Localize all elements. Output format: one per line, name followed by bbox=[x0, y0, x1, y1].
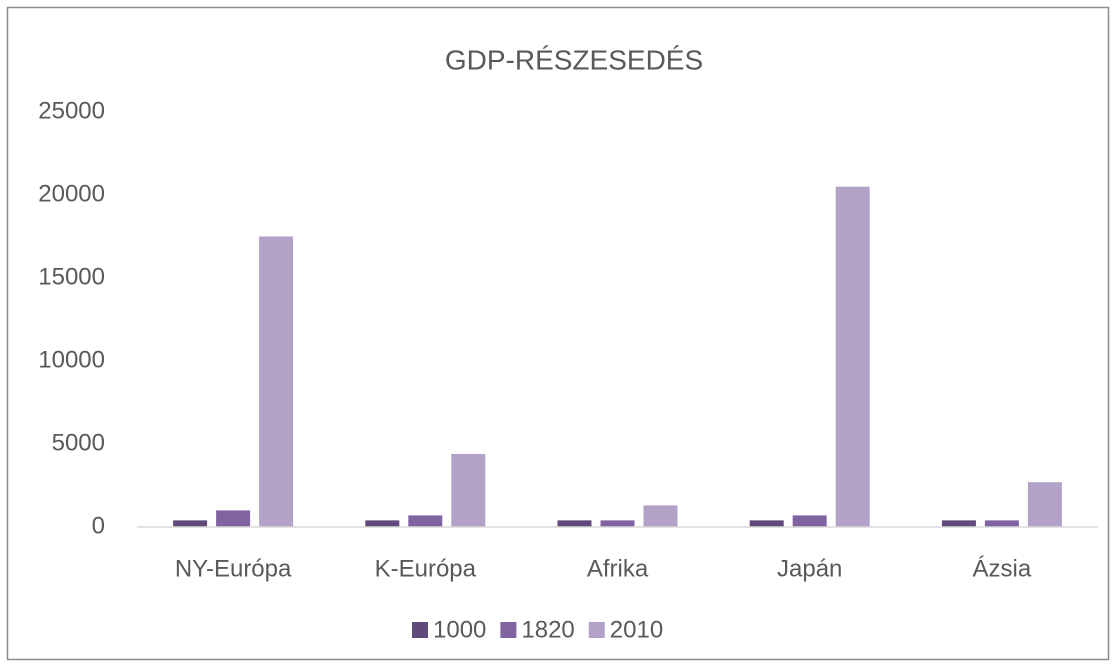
bar bbox=[408, 515, 443, 527]
bar bbox=[792, 515, 827, 527]
bar bbox=[984, 520, 1019, 527]
y-tick-label: 15000 bbox=[38, 263, 105, 290]
legend-label: 2010 bbox=[610, 616, 663, 643]
y-tick-label: 0 bbox=[92, 512, 105, 539]
chart-title: GDP-RÉSZESEDÉS bbox=[445, 44, 703, 75]
bar bbox=[259, 236, 294, 527]
x-tick-label: Afrika bbox=[587, 555, 649, 582]
x-tick-label: NY-Európa bbox=[175, 555, 292, 582]
legend-label: 1820 bbox=[521, 616, 574, 643]
bar bbox=[600, 520, 635, 527]
bar bbox=[1027, 482, 1062, 527]
y-tick-label: 20000 bbox=[38, 180, 105, 207]
y-tick-label: 25000 bbox=[38, 97, 105, 124]
y-tick-label: 10000 bbox=[38, 346, 105, 373]
bar bbox=[216, 510, 251, 527]
legend-swatch bbox=[500, 622, 517, 638]
x-tick-label: Japán bbox=[777, 555, 842, 582]
x-tick-label: Ázsia bbox=[973, 555, 1032, 582]
bar bbox=[365, 520, 400, 527]
legend-swatch bbox=[412, 622, 428, 638]
bar bbox=[557, 520, 592, 527]
bar bbox=[643, 505, 678, 527]
chart-border bbox=[6, 6, 1110, 661]
y-tick-label: 5000 bbox=[52, 429, 105, 456]
bar bbox=[941, 520, 976, 527]
legend-label: 1000 bbox=[433, 616, 486, 643]
bar bbox=[749, 520, 784, 527]
bar bbox=[173, 520, 208, 527]
bar bbox=[451, 453, 486, 527]
bar bbox=[835, 186, 870, 527]
legend-swatch bbox=[588, 622, 605, 638]
x-tick-label: K-Európa bbox=[375, 555, 477, 582]
